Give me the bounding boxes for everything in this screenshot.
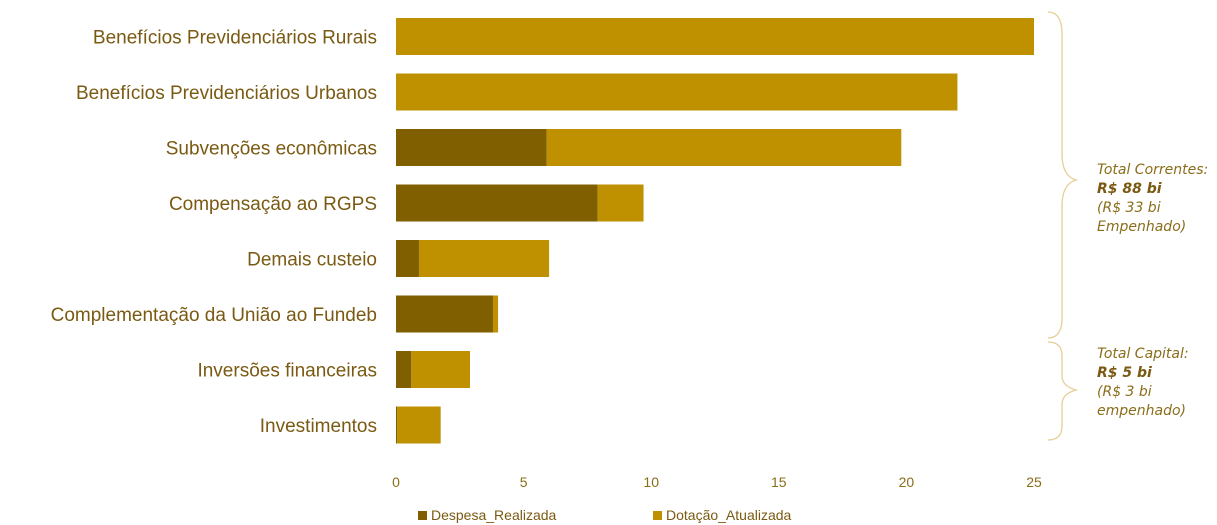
annotation-total-correntes: Total Correntes: R$ 88 bi (R$ 33 bi Empe… [1097,161,1217,237]
annotation-correntes-value: R$ 88 bi [1097,181,1162,197]
category-label-6: Inversões financeiras [197,361,377,382]
legend-label-despesa: Despesa_Realizada [431,507,557,523]
annotation-capital-detail-1: (R$ 3 bi [1097,384,1152,400]
bar-despesa-6 [396,351,412,388]
bar-despesa-4 [396,240,419,277]
category-label-3: Compensação ao RGPS [169,194,377,215]
annotation-correntes-detail-2: Empenhado) [1097,219,1187,235]
x-axis-ticks: 0 5 10 15 20 25 [392,474,1042,490]
bar-dotacao-7 [397,406,441,444]
legend: Despesa_Realizada Dotação_Atualizada [418,507,792,523]
bar-despesa-5 [396,295,493,333]
x-tick-label-3: 15 [771,474,787,490]
bar-dotacao-1 [396,73,958,111]
x-tick-label-4: 20 [899,474,915,490]
bar-despesa-7 [396,406,398,444]
bar-despesa-3 [396,184,598,222]
category-label-0: Benefícios Previdenciários Rurais [93,28,377,49]
category-label-5: Complementação da União ao Fundeb [51,305,377,326]
x-tick-label-2: 10 [643,474,659,490]
annotation-correntes-detail-1: (R$ 33 bi [1097,200,1161,216]
bars-group [396,18,1034,444]
annotation-correntes-label: Total Correntes: [1097,162,1209,178]
annotation-capital-label: Total Capital: [1097,346,1189,362]
bar-dotacao-6 [411,351,471,388]
brace-correntes [1047,11,1079,339]
category-label-7: Investimentos [260,416,377,437]
x-tick-label-0: 0 [392,474,400,490]
category-labels: Benefícios Previdenciários Rurais Benefíc… [51,28,377,438]
bar-dotacao-5 [492,295,499,333]
brace-capital [1047,341,1079,441]
legend-label-dotacao: Dotação_Atualizada [666,507,792,523]
bar-despesa-2 [396,129,547,166]
category-label-4: Demais custeio [247,250,377,271]
bar-dotacao-0 [396,18,1034,55]
annotation-capital-detail-2: empenhado) [1097,403,1186,419]
x-tick-label-1: 5 [520,474,528,490]
annotation-total-capital: Total Capital: R$ 5 bi (R$ 3 bi empenhad… [1097,345,1217,421]
x-tick-label-5: 25 [1026,474,1042,490]
annotation-capital-value: R$ 5 bi [1097,365,1152,381]
legend-swatch-despesa [418,511,427,520]
category-label-1: Benefícios Previdenciários Urbanos [76,83,377,104]
bar-dotacao-2 [546,129,902,166]
bar-dotacao-3 [597,184,644,222]
category-label-2: Subvenções econômicas [166,139,377,160]
bar-dotacao-4 [418,240,550,277]
legend-swatch-dotacao [653,511,662,520]
